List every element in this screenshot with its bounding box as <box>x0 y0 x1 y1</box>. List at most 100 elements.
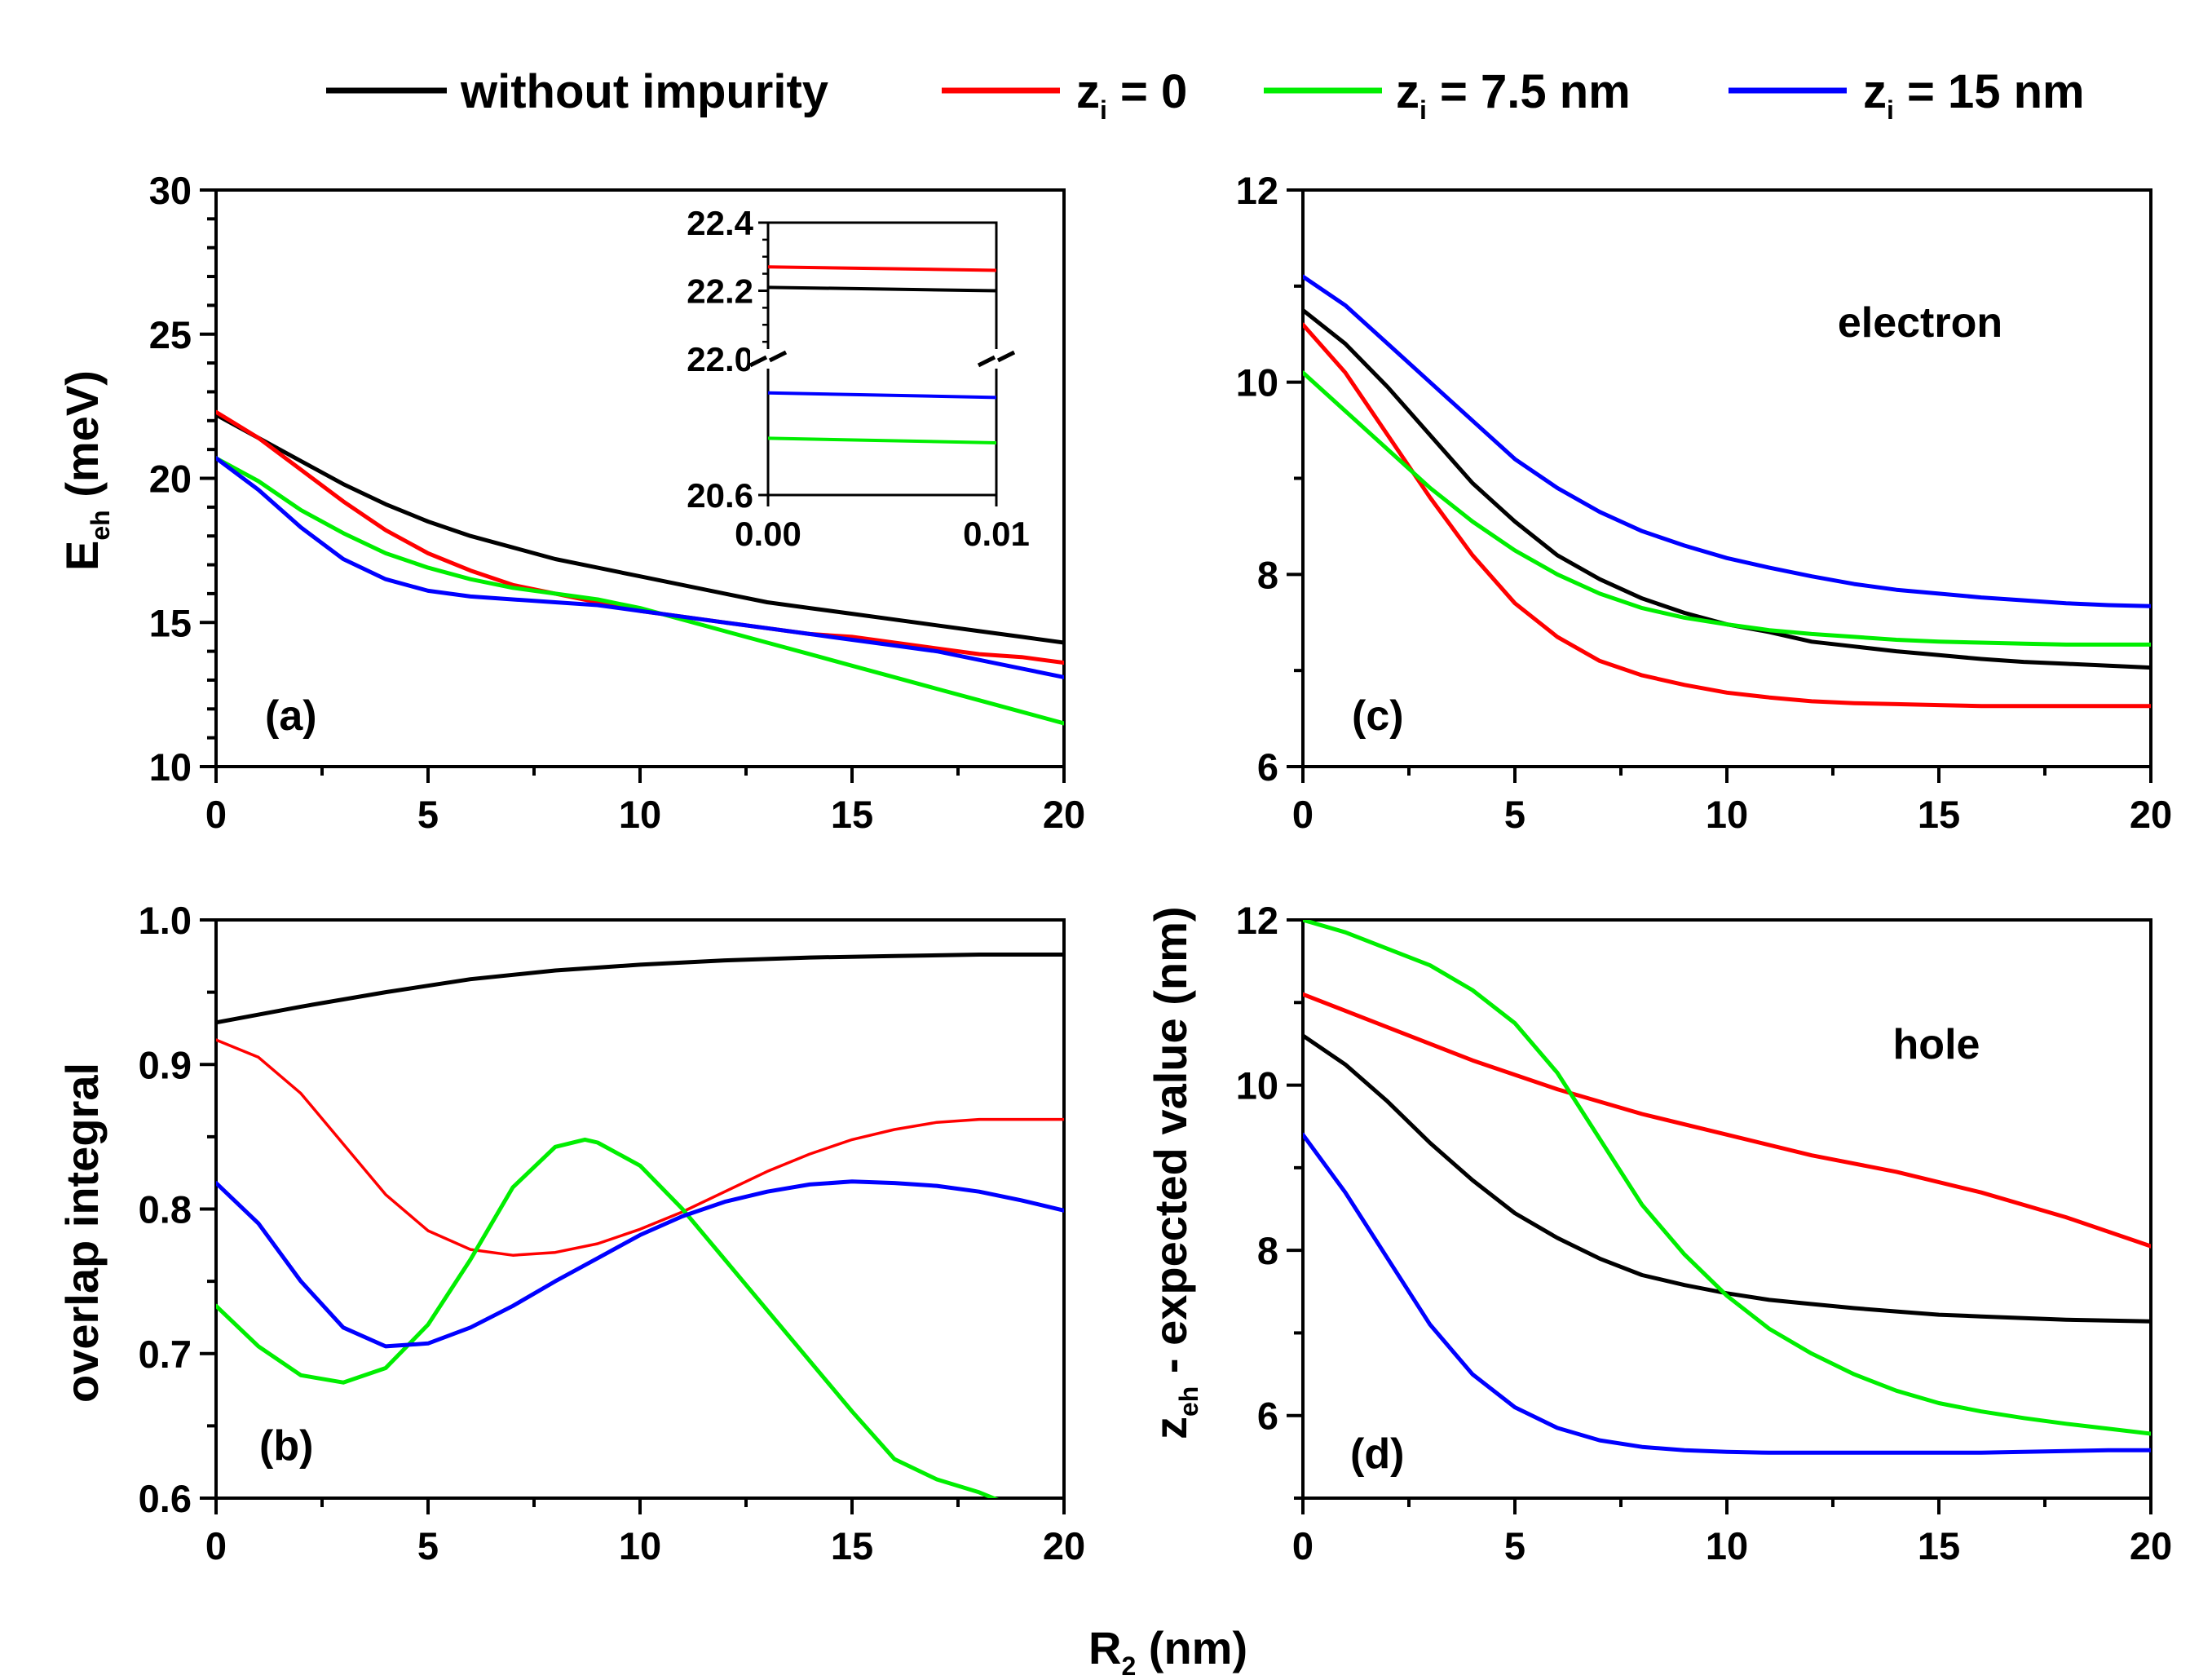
panel-b-ylabel: overlap integral <box>56 1063 108 1403</box>
panel-a-series-zi75 <box>216 456 1064 726</box>
panel-d-annotation: hole <box>1893 1021 1980 1068</box>
panel-a-series-without <box>216 413 1064 645</box>
legend-label-zi15-rest: = 15 nm <box>1894 65 2085 118</box>
panel-a-inset: 22.4 22.2 22.0 20.60.00 0.01 <box>687 204 1030 553</box>
legend-item-zi0: zi = 0 <box>942 65 1187 125</box>
inset-ytick-label: 22.2 <box>687 272 753 311</box>
panel-c-ytick-label: 8 <box>1257 553 1278 596</box>
panel-c-ytick-label: 12 <box>1236 169 1278 212</box>
panel-b-ytick-label: 0.7 <box>139 1333 192 1376</box>
panel-a-ylabel-sub: eh <box>86 510 115 540</box>
panel-d-ytick-label: 8 <box>1257 1229 1278 1272</box>
panel-c-frame <box>1301 188 2152 768</box>
inset-ytick-label: 22.4 <box>687 204 753 242</box>
panel-a-xtick-label: 20 <box>1043 793 1085 836</box>
panel-b-series-zi75 <box>216 1137 1000 1498</box>
inset-break-mark <box>996 350 1016 363</box>
panel-c-series-zi0 <box>1303 322 2151 709</box>
panel-c-series-zi15 <box>1303 274 2151 608</box>
x-axis-title: R2 (nm) <box>1088 1622 1247 1680</box>
panel-a-xtick-label: 5 <box>417 793 439 836</box>
panel-a-ytick-label: 15 <box>149 601 192 644</box>
panel-a-ytick-label: 20 <box>149 458 192 501</box>
panel-c-ytick-label: 6 <box>1257 745 1278 789</box>
x-axis-title-rest: (nm) <box>1136 1622 1247 1673</box>
panel-b-ytick-label: 0.6 <box>139 1477 192 1520</box>
panel-d-series-without <box>1303 1033 2151 1324</box>
panel-c-series-zi75 <box>1303 370 2151 647</box>
panel-a-ytick-label: 30 <box>149 169 192 212</box>
inset-break-gap <box>978 349 1014 369</box>
panel-a-ylabel-rest: (meV) <box>56 370 108 510</box>
inset-frame <box>766 221 998 497</box>
panel-b-series-zi0 <box>216 1038 1064 1257</box>
legend-label-zi15-sub: i <box>1887 95 1894 125</box>
panel-c-xtick-label: 10 <box>1706 793 1748 836</box>
panel-d-frame <box>1301 918 2152 1500</box>
legend-label-zi0-rest: = 0 <box>1107 65 1187 118</box>
panel-a-xtick-label: 10 <box>619 793 661 836</box>
inset-break-mark <box>748 355 768 368</box>
panel-b: 0 5 10 15 20 0.6 0.7 0.8 0.9 1.0 (b) <box>139 899 1085 1567</box>
panel-d-series-zi0 <box>1303 992 2151 1249</box>
panel-c-label: (c) <box>1352 692 1404 740</box>
panel-d-xtick-label: 20 <box>2130 1524 2172 1567</box>
panel-b-xtick-label: 20 <box>1043 1524 1085 1567</box>
inset-break-mark <box>768 350 788 363</box>
right-ylabel-rest: - expected value (nm) <box>1145 906 1196 1386</box>
panel-b-series-zi15 <box>216 1179 1064 1349</box>
panel-d: 0 5 10 15 20 6 8 10 12 (d) hole <box>1236 899 2172 1567</box>
panel-c-ytick-label: 10 <box>1236 361 1278 405</box>
panel-d-series-zi75 <box>1303 920 2151 1436</box>
inset-series-zi15 <box>767 391 997 400</box>
legend: without impurity zi = 0 zi = 7.5 nm zi =… <box>326 65 2085 125</box>
panel-a-ylabel: Eeh (meV) <box>56 370 115 571</box>
x-axis-title-main: R <box>1088 1622 1121 1673</box>
panel-b-xtick-label: 0 <box>205 1524 227 1567</box>
panel-d-xtick-label: 0 <box>1292 1524 1314 1567</box>
inset-series-without <box>767 285 997 293</box>
legend-label-zi75: zi = 7.5 nm <box>1396 65 1631 125</box>
legend-label-zi0: zi = 0 <box>1076 65 1187 125</box>
inset-series-zi0 <box>767 265 997 272</box>
panel-d-xtick-label: 15 <box>1918 1524 1960 1567</box>
panel-b-ytick-label: 1.0 <box>139 899 192 942</box>
panel-a-ytick-label: 25 <box>149 313 192 356</box>
legend-label-zi75-sub: i <box>1419 95 1427 125</box>
legend-label-zi15: zi = 15 nm <box>1863 65 2085 125</box>
right-ylabel-main: z <box>1145 1417 1196 1439</box>
panel-a: 0 5 10 15 20 10 15 20 25 30 (a) <box>149 169 1085 836</box>
panel-b-frame <box>214 918 1066 1500</box>
legend-item-zi15: zi = 15 nm <box>1729 65 2085 125</box>
panel-d-xtick-label: 5 <box>1504 1524 1525 1567</box>
panel-c-xtick-label: 0 <box>1292 793 1314 836</box>
panel-c-xtick-label: 15 <box>1918 793 1960 836</box>
legend-label-zi15-main: z <box>1863 65 1887 118</box>
panel-d-label: (d) <box>1350 1430 1404 1478</box>
panel-a-ytick-label: 10 <box>149 745 192 789</box>
legend-item-without: without impurity <box>326 65 828 118</box>
inset-break-gap <box>750 349 786 369</box>
inset-ytick-label: 20.6 <box>687 476 753 515</box>
panel-a-series-zi15 <box>216 456 1064 679</box>
legend-item-zi75: zi = 7.5 nm <box>1264 65 1631 125</box>
inset-ytick-label: 22.0 <box>687 340 753 378</box>
panel-a-xtick-label: 0 <box>205 793 227 836</box>
panel-d-ytick-label: 10 <box>1236 1064 1278 1107</box>
panel-d-ytick-label: 12 <box>1236 899 1278 942</box>
panel-b-series-without <box>216 953 1064 1025</box>
panel-d-xtick-label: 10 <box>1706 1524 1748 1567</box>
panel-a-xtick-label: 15 <box>831 793 873 836</box>
inset-xtick-label: 0.01 <box>963 515 1030 553</box>
panel-c: 0 5 10 15 20 6 8 10 12 (c) electron <box>1236 169 2172 836</box>
panel-b-xtick-label: 10 <box>619 1524 661 1567</box>
panel-c-annotation: electron <box>1838 299 2002 347</box>
inset-break-mark <box>977 355 996 368</box>
panel-a-ylabel-main: E <box>56 541 108 571</box>
legend-label-zi75-main: z <box>1396 65 1419 118</box>
panel-b-label: (b) <box>259 1422 313 1470</box>
panel-c-xtick-label: 5 <box>1504 793 1525 836</box>
panel-d-series-zi15 <box>1303 1132 2151 1455</box>
x-axis-title-sub: 2 <box>1121 1651 1136 1680</box>
panel-a-label: (a) <box>265 692 317 740</box>
